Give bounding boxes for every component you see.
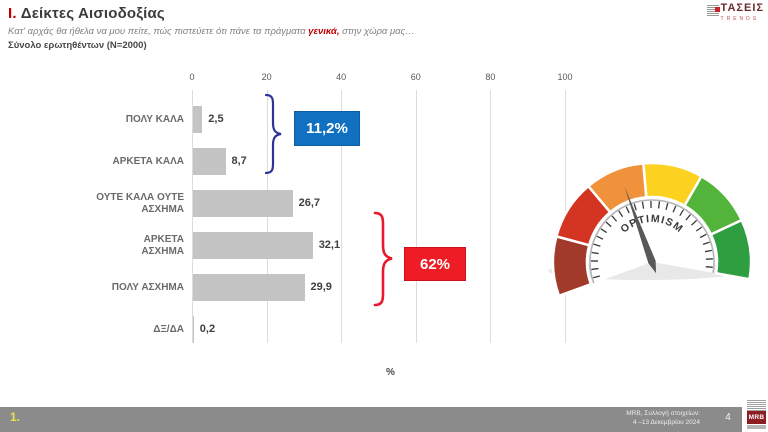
bar bbox=[193, 106, 203, 133]
question-text: Κατ' αρχάς θα ήθελα να μου πείτε, πώς πι… bbox=[8, 26, 415, 37]
axis-tick-label: 40 bbox=[336, 72, 347, 82]
gauge-tick bbox=[702, 241, 710, 246]
gauge-tick bbox=[605, 221, 612, 228]
category-label: ΔΞ/ΔΑ bbox=[153, 323, 184, 335]
bar bbox=[193, 316, 194, 343]
value-label: 32,1 bbox=[318, 239, 341, 251]
mrb-logo-footer bbox=[747, 425, 766, 429]
page-number: 4 bbox=[725, 412, 731, 423]
gridline bbox=[415, 90, 417, 343]
gauge-tick bbox=[618, 210, 624, 218]
value-label: 0,2 bbox=[199, 323, 216, 335]
gauge-tick bbox=[695, 226, 703, 232]
percent-axis-label: % bbox=[386, 367, 395, 378]
gauge-tick bbox=[593, 243, 601, 247]
gauge-tick bbox=[665, 202, 669, 211]
title-index: Ι. bbox=[8, 5, 17, 22]
mrb-logo-stripes bbox=[747, 400, 766, 411]
source-note: MRB, Συλλογή στοιχείων: 4 –13 Δεκεμβρίου… bbox=[626, 410, 700, 427]
gauge-tick bbox=[704, 249, 713, 253]
gauge-tick bbox=[657, 201, 661, 209]
title-text: Δείκτες Αισιοδοξίας bbox=[20, 5, 165, 22]
axis-tick-label: 80 bbox=[485, 72, 496, 82]
brand-name: ΤΑΣΕΙΣ bbox=[720, 2, 764, 14]
negative-group-brace bbox=[373, 211, 393, 307]
gauge-tick bbox=[633, 203, 637, 211]
positive-total-callout: 11,2% bbox=[294, 111, 360, 146]
red-square-icon bbox=[714, 7, 720, 12]
axis-tick-label: 60 bbox=[410, 72, 421, 82]
page-title: Ι. Δείκτες Αισιοδοξίας bbox=[8, 5, 165, 22]
value-label: 29,9 bbox=[310, 281, 332, 293]
gauge-tick bbox=[596, 235, 604, 240]
gauge-tick bbox=[685, 214, 691, 221]
negative-total-callout: 62% bbox=[404, 247, 466, 281]
gauge-tick bbox=[679, 209, 684, 217]
gauge-tick bbox=[691, 219, 698, 226]
axis-tick-label: 100 bbox=[557, 72, 573, 82]
gauge-dial-ring bbox=[589, 199, 715, 284]
gauge-tick bbox=[625, 206, 630, 214]
slide-section-number: 1. bbox=[10, 410, 21, 424]
gauge-tick bbox=[592, 275, 601, 279]
footer-bar bbox=[0, 407, 742, 432]
taseis-logo-icon bbox=[706, 5, 720, 17]
mrb-logo: MRB bbox=[747, 400, 766, 432]
gauge-tick bbox=[611, 215, 618, 222]
category-label: ΠΟΛΥ ΚΑΛΑ bbox=[125, 113, 184, 125]
value-label: 8,7 bbox=[231, 155, 247, 167]
brand-subname: TRENDS bbox=[720, 16, 760, 22]
category-label: ΠΟΛΥ ΑΣΧΗΜΑ bbox=[111, 281, 184, 293]
gauge-tick bbox=[641, 201, 645, 209]
gauge-tick bbox=[699, 233, 707, 239]
positive-group-brace bbox=[264, 93, 282, 175]
gauge-tick bbox=[672, 205, 677, 213]
mrb-logo-text: MRB bbox=[747, 411, 766, 424]
category-label: ΑΡΚΕΤΑ ΑΣΧΗΜΑ bbox=[141, 234, 184, 257]
gridline bbox=[341, 90, 343, 343]
gauge-tick bbox=[600, 228, 608, 234]
value-label: 26,7 bbox=[298, 197, 321, 209]
gauge-tick bbox=[705, 266, 713, 268]
gridline bbox=[490, 90, 492, 343]
sample-size: Σύνολο ερωτηθέντων (N=2000) bbox=[8, 40, 147, 51]
value-label: 2,5 bbox=[208, 113, 224, 125]
gauge-tick bbox=[591, 267, 599, 271]
bar bbox=[193, 190, 293, 217]
question-highlight: γενικά, bbox=[308, 26, 340, 37]
gauge-segment bbox=[709, 218, 753, 281]
category-label: ΑΡΚΕΤΑ ΚΑΛΑ bbox=[112, 155, 184, 167]
taseis-logo: ΤΑΣΕΙΣ TRENDS bbox=[706, 2, 764, 22]
gauge-dial bbox=[590, 200, 714, 284]
bar bbox=[193, 232, 313, 259]
axis-tick-label: 0 bbox=[189, 72, 195, 82]
bar bbox=[193, 274, 305, 301]
bar bbox=[193, 148, 226, 175]
axis-tick-label: 20 bbox=[261, 72, 272, 82]
optimism-gauge: OPTIMISM bbox=[548, 161, 753, 296]
category-label: ΟΥΤΕ ΚΑΛΑ ΟΥΤΕ ΑΣΧΗΜΑ bbox=[96, 192, 184, 215]
gridline bbox=[192, 90, 193, 343]
gauge-tick bbox=[591, 251, 599, 255]
gauge-needle bbox=[624, 186, 657, 274]
